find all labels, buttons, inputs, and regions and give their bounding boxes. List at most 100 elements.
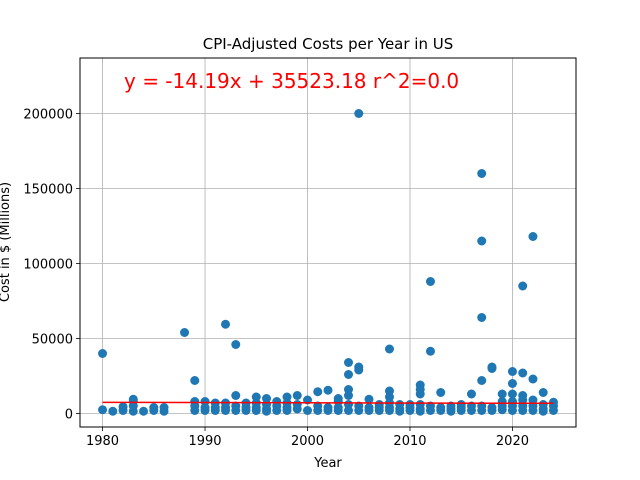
data-point [221,406,231,415]
data-point [108,406,118,416]
data-point [415,406,425,416]
data-point [190,406,200,415]
data-point [446,406,456,416]
data-point [528,232,538,241]
x-tick-label: 2010 [393,434,426,449]
data-point [333,406,343,415]
data-point [518,368,528,378]
data-point [118,402,128,412]
data-points [98,109,558,416]
x-tick-label: 2020 [496,434,529,449]
data-point [231,391,241,400]
data-point [221,319,231,329]
data-point [354,365,364,375]
data-point [395,406,405,416]
data-point [323,406,333,415]
y-tick-label: 100000 [23,258,73,273]
y-tick-label: 200000 [23,108,73,123]
data-point [323,385,333,395]
data-point [415,389,425,399]
data-point [343,406,353,415]
y-tick-label: 0 [65,408,73,423]
data-point [477,376,487,385]
x-axis-ticks: 1980 1990 2000 2010 2020 [86,427,529,449]
data-point [487,364,497,373]
data-point [405,406,415,415]
y-tick-label: 50000 [32,333,73,348]
plot-frame [79,57,577,428]
data-point [477,313,487,322]
data-point [436,406,446,415]
data-point [272,406,282,415]
data-point [343,358,353,367]
x-axis-label: Year [313,456,342,471]
data-point [507,367,517,376]
data-point [343,391,353,400]
data-point [507,406,517,415]
data-point [487,406,497,415]
data-point [497,389,507,399]
data-point [303,406,313,415]
x-tick-label: 2000 [291,434,324,449]
data-point [98,349,108,358]
data-point [497,405,507,415]
data-point [231,340,241,349]
data-point [159,403,169,412]
y-tick-label: 150000 [23,183,73,198]
data-point [98,405,108,415]
data-point [528,406,538,415]
data-point [456,406,466,415]
data-point [466,389,476,399]
data-point [354,406,364,415]
data-point [538,406,548,416]
x-tick-label: 1980 [86,434,119,449]
data-point [190,376,200,385]
x-tick-label: 1990 [188,434,221,449]
data-point [374,406,384,415]
data-point [200,406,210,415]
y-axis-label: Cost in $ (Millions) [0,182,13,302]
fit-line-layer [102,401,554,405]
data-point [128,394,138,404]
data-point [477,169,487,178]
data-point [231,406,241,415]
data-point [538,388,548,397]
data-point [262,406,272,416]
data-point [477,236,487,246]
data-point [436,388,446,397]
data-point [466,406,476,415]
data-point [180,328,190,337]
data-point [364,394,374,404]
data-point [313,387,323,397]
data-point [384,344,394,354]
data-point [364,406,374,415]
y-axis-ticks: 0 50000 100000 150000 200000 [23,108,80,423]
data-point [507,389,517,399]
data-point [354,109,364,118]
data-point [518,406,528,415]
data-point [282,406,292,415]
regression-line [102,401,554,405]
data-point [210,406,220,415]
grid-lines [80,58,576,427]
data-point [518,281,528,291]
data-point [343,370,353,379]
data-point [384,406,394,415]
data-point [425,346,435,356]
data-point [251,406,261,415]
data-point [477,406,487,415]
data-point [139,406,149,416]
data-point [548,406,558,415]
data-point [507,379,517,388]
data-point [425,406,435,415]
data-point [313,406,323,415]
data-point [292,391,302,400]
regression-annotation: y = -14.19x + 35523.18 r^2=0.0 [124,69,459,93]
data-point [241,406,251,415]
data-point [292,404,302,414]
data-point [528,374,538,384]
chart-title: CPI-Adjusted Costs per Year in US [203,35,454,53]
data-point [149,403,159,412]
data-point [425,277,435,286]
